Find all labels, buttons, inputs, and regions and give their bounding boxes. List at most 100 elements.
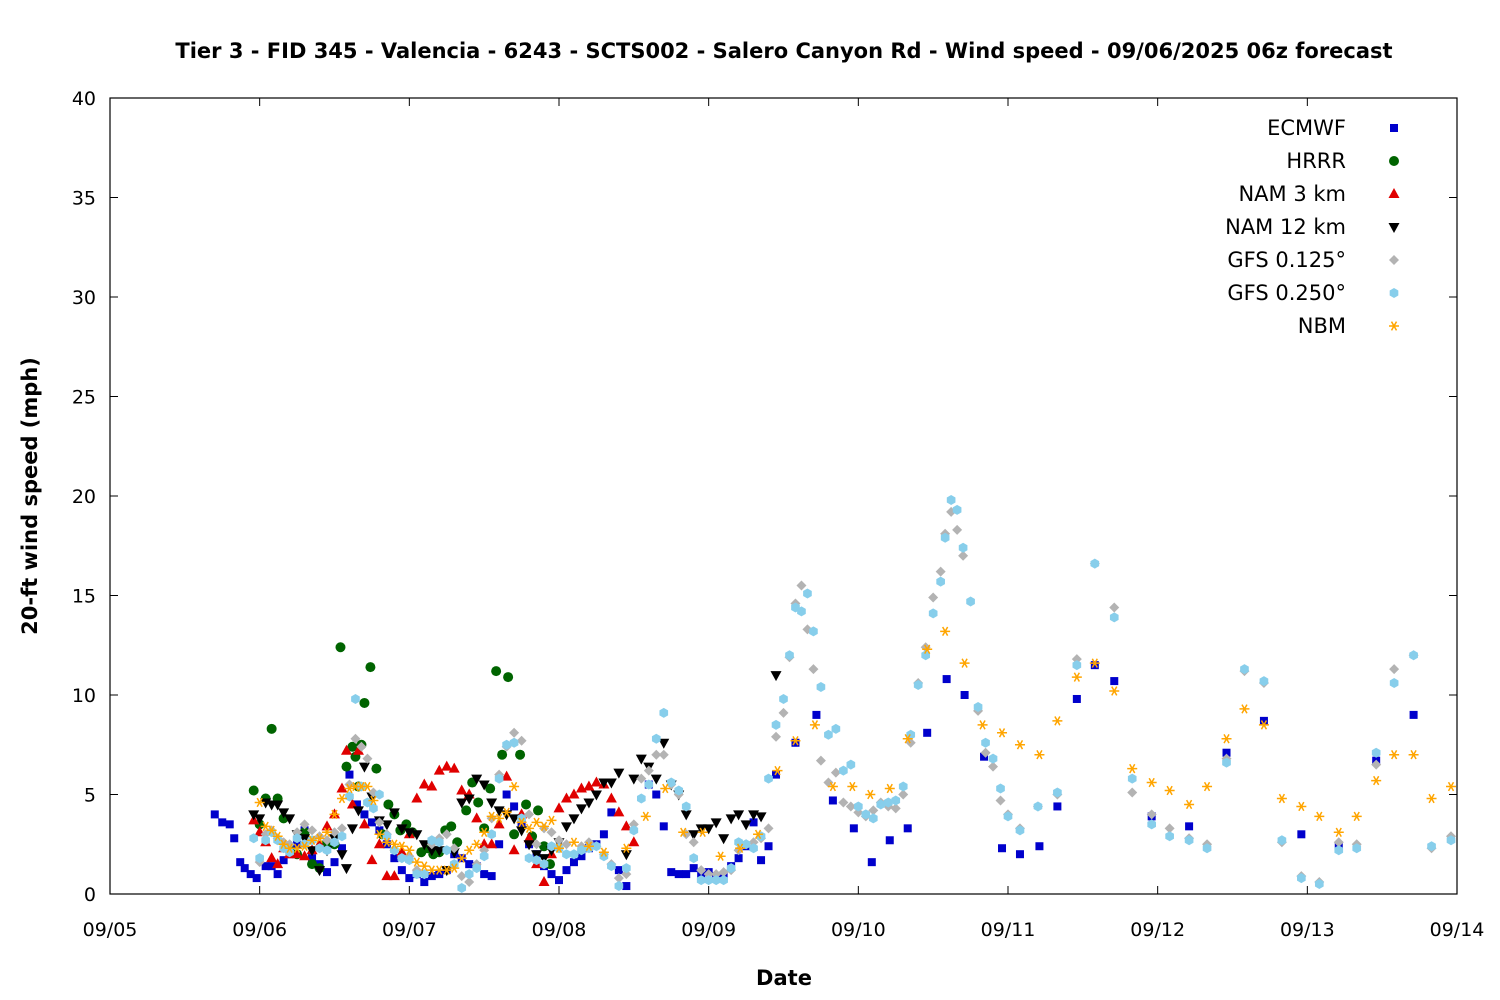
data-point — [697, 827, 708, 838]
data-point — [314, 866, 326, 877]
data-point — [266, 825, 277, 836]
data-point — [1296, 801, 1307, 812]
data-point — [356, 741, 367, 752]
data-point — [568, 788, 580, 799]
y-tick-label: 10 — [72, 685, 96, 707]
x-axis-label: Date — [756, 966, 812, 990]
data-point — [405, 874, 414, 883]
data-point — [322, 827, 333, 838]
data-point — [1090, 558, 1100, 569]
data-point — [883, 797, 893, 808]
data-point — [952, 504, 962, 515]
data-point — [346, 798, 358, 809]
data-point — [486, 798, 498, 809]
data-point — [278, 808, 290, 819]
data-point — [419, 869, 429, 880]
data-point — [622, 882, 631, 891]
data-point — [733, 810, 745, 821]
data-point — [267, 862, 276, 871]
data-point — [273, 870, 282, 879]
data-point — [622, 863, 631, 874]
data-point — [966, 596, 975, 607]
data-point — [1184, 835, 1194, 846]
legend: ECMWF HRRR NAM 3 km NAM 12 km GFS 0.125° GFS … — [1225, 116, 1400, 338]
data-point — [1034, 749, 1045, 760]
data-point — [757, 856, 766, 865]
data-point — [502, 790, 511, 799]
data-point — [636, 793, 646, 804]
data-point — [1259, 676, 1269, 687]
data-point — [812, 710, 821, 719]
data-point — [248, 785, 259, 796]
data-point — [923, 728, 932, 737]
data-point — [1222, 757, 1231, 768]
data-point — [1146, 777, 1157, 788]
data-point — [369, 803, 378, 814]
data-point — [246, 870, 255, 879]
data-point — [674, 785, 684, 796]
x-tick-label: 09/05 — [83, 919, 138, 941]
data-point — [846, 759, 856, 770]
data-point — [629, 825, 639, 836]
data-point — [236, 858, 245, 867]
data-point — [650, 774, 662, 785]
data-point — [1427, 841, 1436, 852]
data-point — [682, 870, 691, 879]
data-point — [433, 846, 445, 857]
data-point — [928, 608, 938, 619]
data-point — [981, 737, 990, 748]
data-point — [524, 853, 534, 864]
data-point — [755, 812, 767, 823]
data-point — [418, 840, 430, 851]
data-point — [583, 841, 594, 851]
data-point — [464, 845, 475, 855]
data-point — [336, 823, 347, 834]
data-point — [735, 843, 746, 853]
data-point — [441, 829, 452, 840]
data-point — [358, 762, 370, 773]
data-point — [389, 839, 400, 849]
data-point — [1089, 658, 1100, 668]
data-point — [456, 798, 468, 809]
data-point — [1164, 823, 1175, 834]
data-point — [493, 818, 505, 829]
data-point — [718, 834, 730, 845]
data-point — [479, 827, 490, 838]
data-point — [734, 854, 743, 863]
data-point — [1110, 677, 1119, 686]
data-point — [607, 808, 616, 817]
data-point — [487, 829, 496, 840]
data-point — [704, 875, 713, 886]
data-point — [441, 865, 452, 875]
data-point — [1072, 660, 1082, 671]
data-point — [681, 801, 691, 812]
data-point — [577, 852, 586, 861]
data-point — [337, 844, 346, 853]
data-point — [539, 859, 549, 870]
data-point — [494, 773, 504, 784]
data-point — [433, 764, 445, 775]
data-point — [494, 813, 505, 824]
y-tick-label: 5 — [84, 785, 96, 807]
data-point — [367, 818, 376, 827]
data-point — [210, 810, 219, 819]
y-tick-label: 40 — [72, 88, 96, 110]
data-point — [734, 837, 743, 848]
data-point — [1371, 775, 1382, 786]
data-point — [553, 802, 565, 813]
data-point — [323, 868, 332, 877]
data-point — [1109, 612, 1119, 623]
data-point — [261, 835, 270, 846]
data-point — [1446, 781, 1457, 792]
data-point — [599, 830, 608, 839]
data-point — [1090, 661, 1099, 670]
axis-ticks: 09/05 09/06 09/07 09/08 09/09 09/10 09/11 09/12… — [72, 88, 1485, 941]
data-point — [605, 792, 617, 803]
data-point — [1184, 799, 1195, 810]
data-point — [940, 626, 951, 637]
data-point — [740, 820, 752, 831]
data-point — [531, 817, 542, 828]
data-point — [1071, 672, 1082, 682]
data-point — [628, 774, 640, 785]
data-point — [689, 853, 699, 864]
